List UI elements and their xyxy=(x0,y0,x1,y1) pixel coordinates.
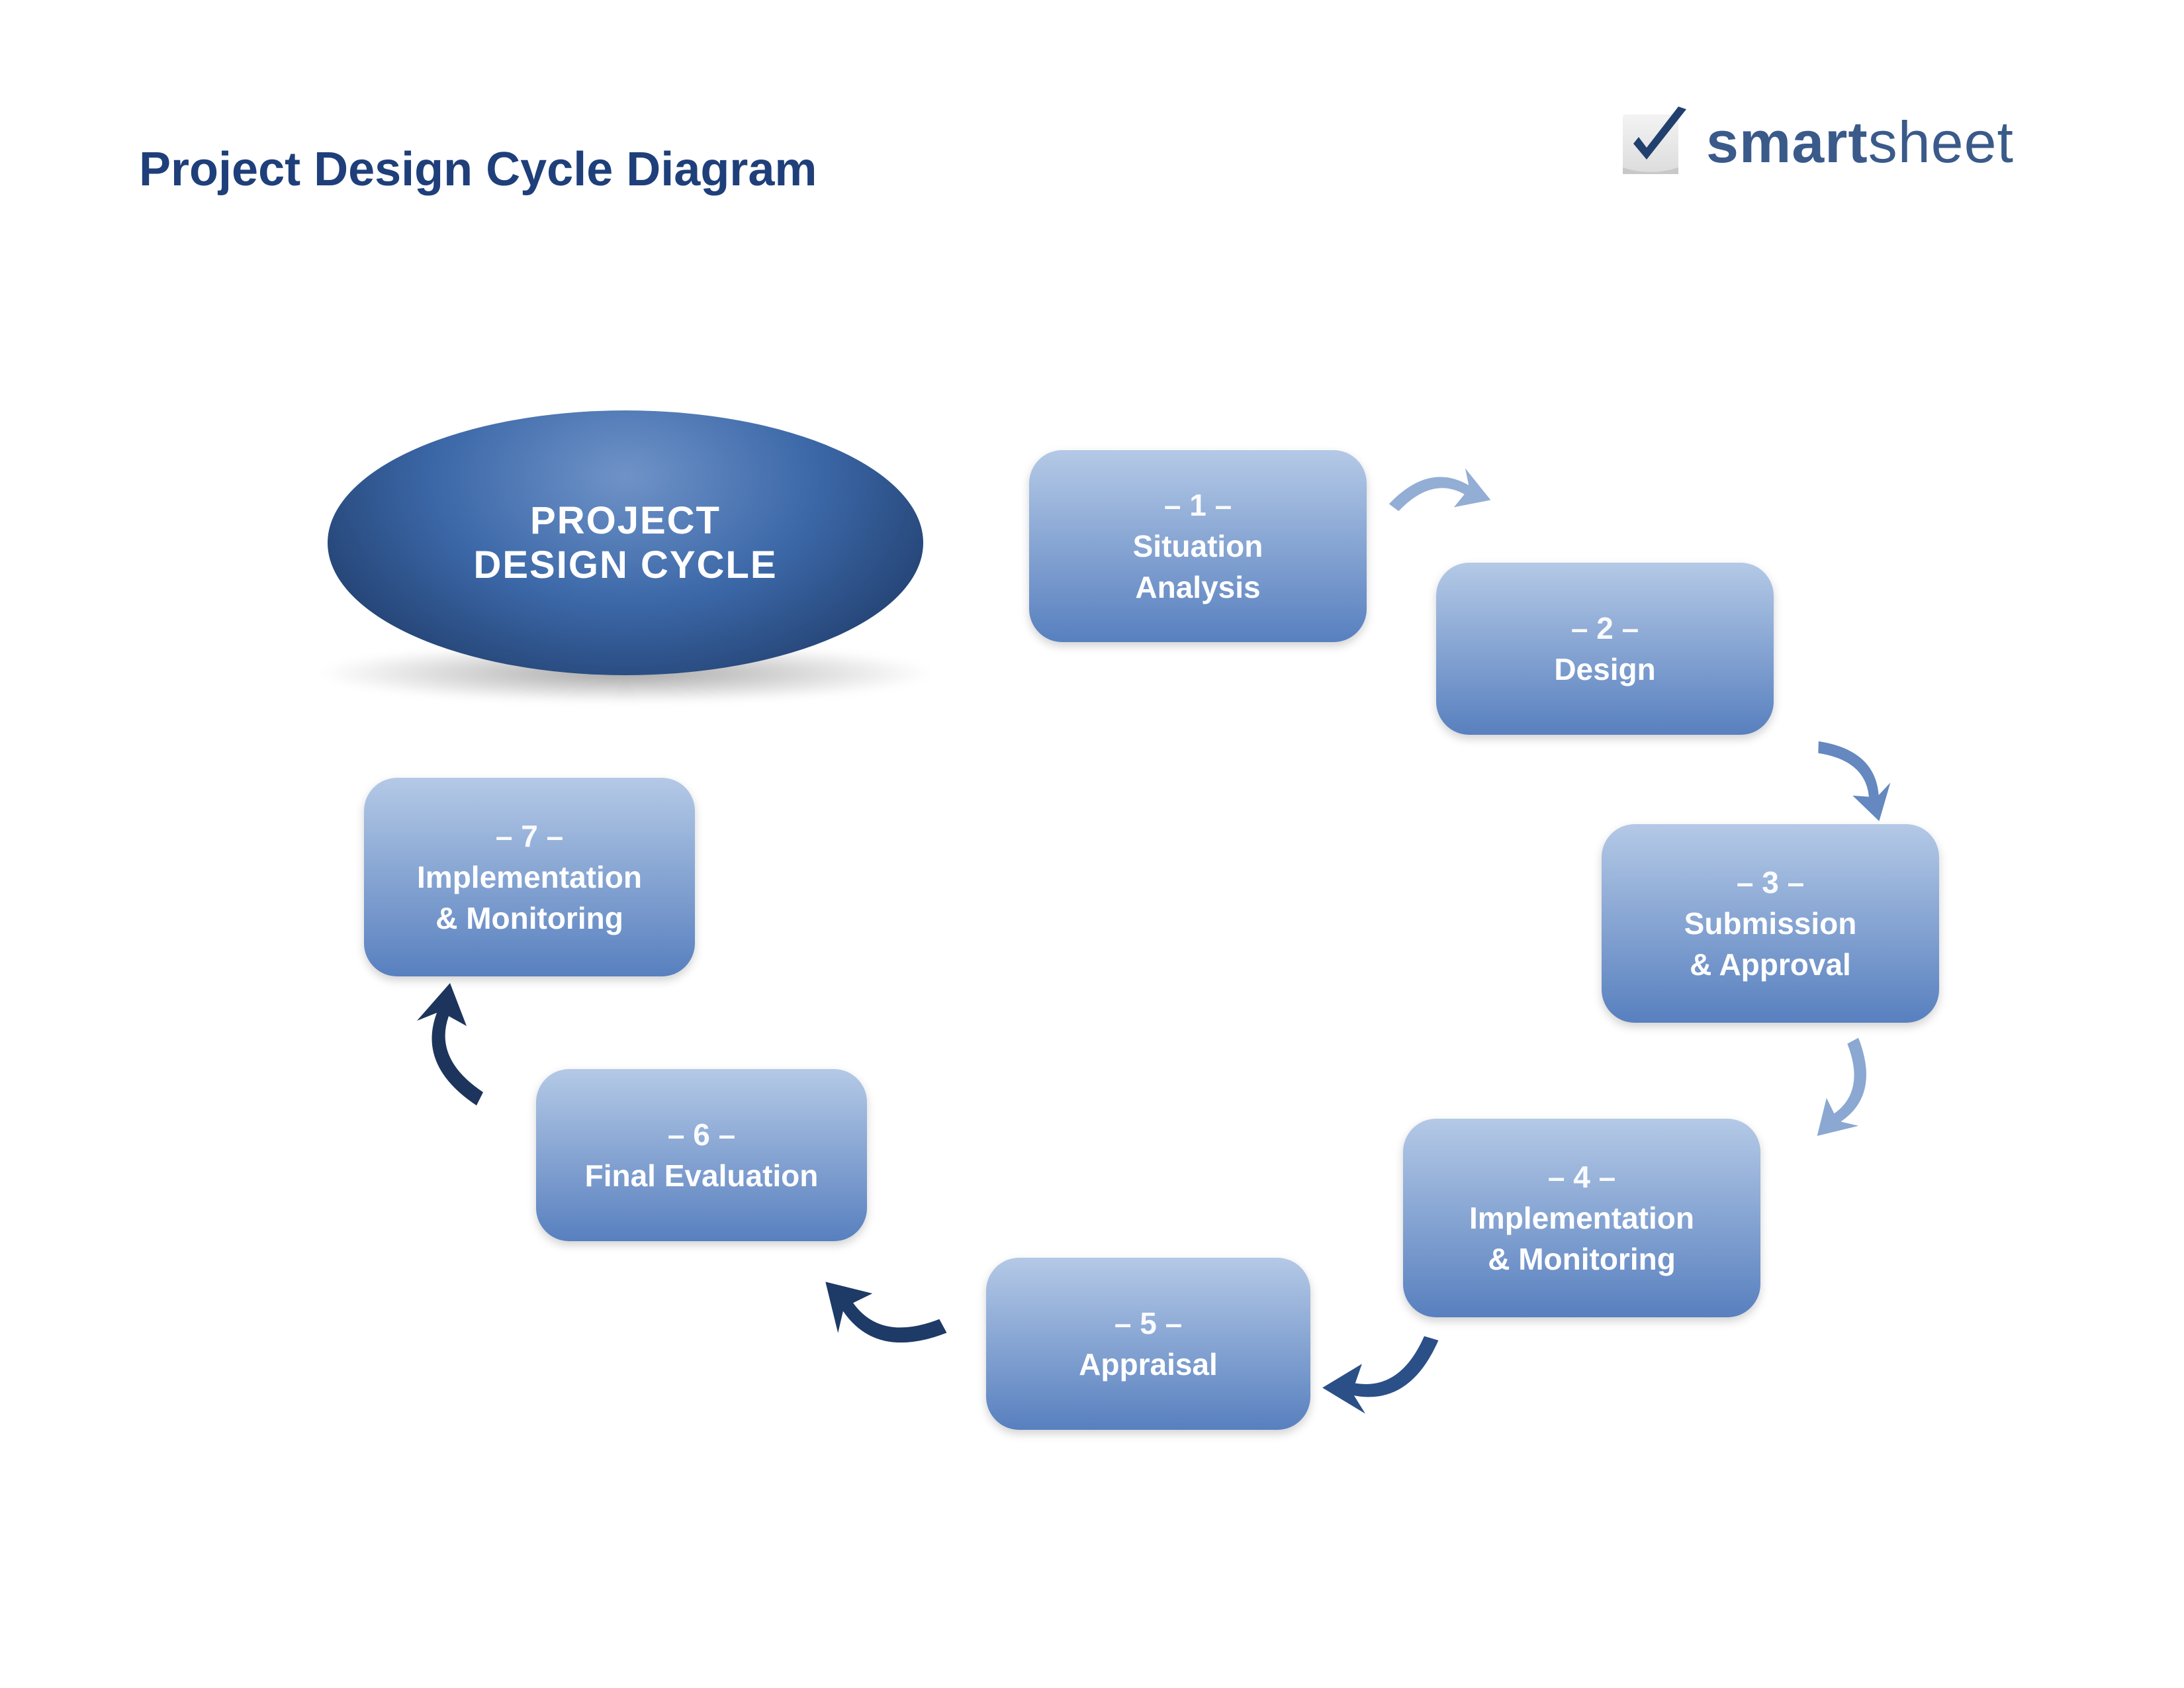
cycle-node-7: – 7 –Implementation& Monitoring xyxy=(364,778,695,976)
cycle-node-4: – 4 –Implementation& Monitoring xyxy=(1403,1119,1760,1317)
cycle-node-6: – 6 –Final Evaluation xyxy=(536,1069,867,1241)
cycle-node-5: – 5 –Appraisal xyxy=(986,1258,1310,1430)
cycle-node-label-line: Implementation xyxy=(417,857,642,898)
cycle-node-number: – 1 – xyxy=(1164,485,1232,526)
cycle-node-number: – 4 – xyxy=(1548,1156,1615,1197)
cycle-node-2: – 2 –Design xyxy=(1436,563,1774,735)
cycle-node-number: – 7 – xyxy=(496,816,563,857)
cycle-arrow-a34 xyxy=(1765,1011,1922,1168)
center-ellipse: PROJECT DESIGN CYCLE xyxy=(328,410,923,675)
brand-logo-text-bold: smart xyxy=(1706,109,1868,175)
brand-logo-text-light: sheet xyxy=(1868,109,2014,175)
checkmark-icon xyxy=(1615,103,1694,182)
center-ellipse-label: PROJECT DESIGN CYCLE xyxy=(473,498,777,587)
cycle-node-label-line: & Monitoring xyxy=(435,898,623,939)
cycle-node-label-line: Implementation xyxy=(1469,1197,1694,1239)
cycle-node-number: – 5 – xyxy=(1115,1303,1182,1344)
cycle-node-number: – 6 – xyxy=(668,1114,735,1155)
cycle-node-label-line: Final Evaluation xyxy=(585,1155,819,1196)
cycle-arrow-a67 xyxy=(397,980,516,1112)
page-title: Project Design Cycle Diagram xyxy=(139,142,817,197)
cycle-arrow-a56 xyxy=(794,1228,973,1400)
cycle-node-label-line: & Approval xyxy=(1690,944,1851,985)
cycle-arrow-a45 xyxy=(1309,1307,1458,1434)
cycle-node-label-line: & Monitoring xyxy=(1488,1239,1676,1280)
cycle-node-label-line: Submission xyxy=(1684,903,1857,944)
cycle-node-1: – 1 –SituationAnalysis xyxy=(1029,450,1367,642)
center-ellipse-line1: PROJECT xyxy=(473,498,777,543)
cycle-node-label-line: Analysis xyxy=(1135,567,1260,608)
brand-logo-text: smartsheet xyxy=(1706,109,2014,176)
cycle-node-label-line: Appraisal xyxy=(1079,1344,1218,1385)
center-ellipse-line2: DESIGN CYCLE xyxy=(473,543,777,587)
brand-logo: smartsheet xyxy=(1615,103,2014,182)
cycle-node-number: – 3 – xyxy=(1737,862,1804,903)
cycle-arrow-a12 xyxy=(1373,444,1506,549)
cycle-node-label-line: Design xyxy=(1554,649,1655,690)
cycle-node-number: – 2 – xyxy=(1571,608,1639,649)
cycle-node-label-line: Situation xyxy=(1133,526,1263,567)
cycle-node-3: – 3 –Submission& Approval xyxy=(1602,824,1939,1023)
